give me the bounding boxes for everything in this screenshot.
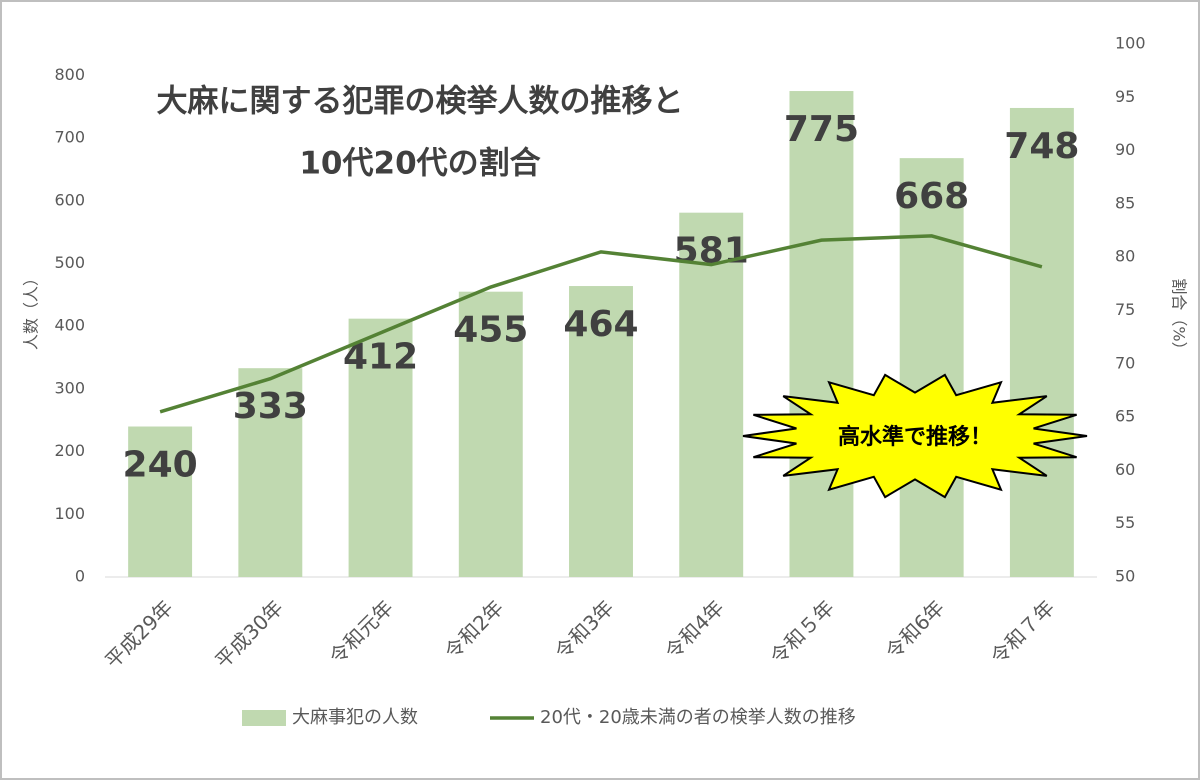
y2-axis-label: 割合（%） <box>1170 278 1189 357</box>
bar <box>1009 107 1074 578</box>
y-tick-label: 0 <box>75 567 85 586</box>
y-tick-label: 500 <box>54 253 85 272</box>
y2-tick-label: 95 <box>1115 87 1135 106</box>
y2-tick-label: 50 <box>1115 567 1135 586</box>
y-tick-label: 200 <box>54 441 85 460</box>
legend-swatch <box>242 710 286 726</box>
bar <box>789 91 854 577</box>
bar <box>679 212 744 577</box>
data-label: 464 <box>563 304 638 345</box>
bar <box>238 368 303 577</box>
line-series <box>159 234 1043 414</box>
bar <box>348 318 413 577</box>
bar <box>899 158 964 578</box>
data-label: 748 <box>1004 126 1079 167</box>
y2-tick-label: 70 <box>1115 353 1135 372</box>
y2-tick-label: 80 <box>1115 247 1135 266</box>
y-tick-label: 100 <box>54 504 85 523</box>
y2-tick-label: 75 <box>1115 300 1135 319</box>
y-tick-label: 600 <box>54 190 85 209</box>
y2-tick-label: 85 <box>1115 193 1135 212</box>
bar <box>128 426 193 577</box>
data-label: 775 <box>784 109 859 150</box>
y-tick-label: 700 <box>54 128 85 147</box>
chart-title: 大麻に関する犯罪の検挙人数の推移と <box>157 84 684 120</box>
legend-label: 大麻事犯の人数 <box>292 707 418 728</box>
data-label: 240 <box>123 445 198 486</box>
y2-tick-label: 55 <box>1115 513 1135 532</box>
y2-tick-label: 60 <box>1115 460 1135 479</box>
annotation-burst <box>742 373 1088 499</box>
data-label: 668 <box>894 176 969 217</box>
bar <box>569 286 633 577</box>
y-tick-label: 300 <box>54 378 85 397</box>
y2-tick-label: 90 <box>1115 140 1135 159</box>
data-label: 455 <box>453 310 528 351</box>
y2-tick-label: 65 <box>1115 407 1135 426</box>
y-tick-label: 400 <box>54 316 85 335</box>
chart-title: 10代20代の割合 <box>299 146 540 182</box>
y-tick-label: 800 <box>54 65 85 84</box>
data-label: 333 <box>233 386 308 427</box>
legend-label: 20代・20歳未満の者の検挙人数の推移 <box>540 707 856 728</box>
bar <box>458 291 523 577</box>
annotation: 高水準で推移！ <box>838 424 992 450</box>
y2-tick-label: 100 <box>1115 34 1146 53</box>
y-axis-label: 人数（人） <box>22 270 41 350</box>
